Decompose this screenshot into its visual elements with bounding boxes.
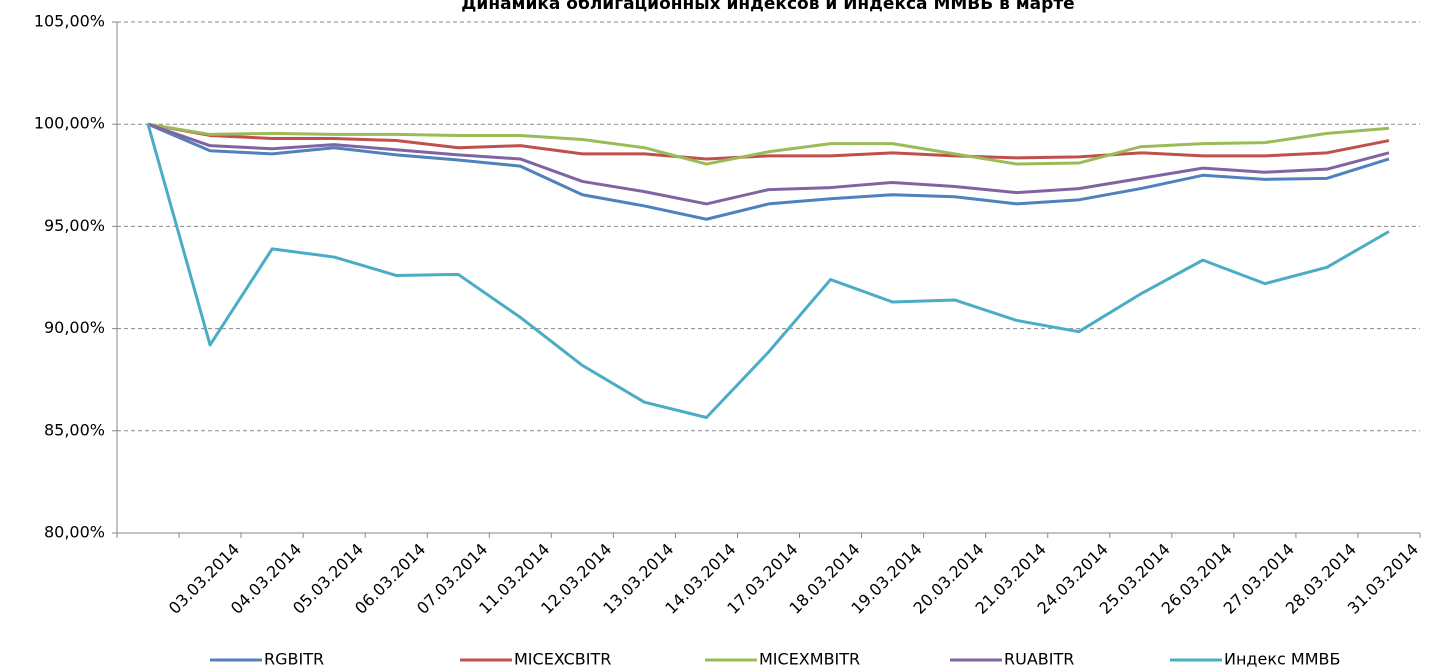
legend-label: Индекс ММВБ: [1224, 650, 1340, 669]
series-line: [147, 122, 1390, 221]
chart-title: Динамика облигационных индексов и Индекс…: [461, 0, 1074, 14]
series-line: [147, 122, 1390, 161]
legend-label: MICEXCBITR: [514, 650, 611, 669]
legend-label: RUABITR: [1004, 650, 1074, 669]
legend-label: RGBITR: [264, 650, 324, 669]
series-line: [146, 123, 1390, 420]
y-tick-label: 100,00%: [34, 114, 105, 133]
series-line: [147, 122, 1390, 166]
legend-label: MICEXMBITR: [759, 650, 860, 669]
y-tick-label: 95,00%: [44, 216, 105, 235]
y-tick-label: 90,00%: [44, 318, 105, 337]
series-line: [147, 122, 1390, 206]
y-tick-label: 85,00%: [44, 420, 105, 439]
y-tick-label: 80,00%: [44, 523, 105, 542]
y-tick-label: 105,00%: [34, 12, 105, 31]
